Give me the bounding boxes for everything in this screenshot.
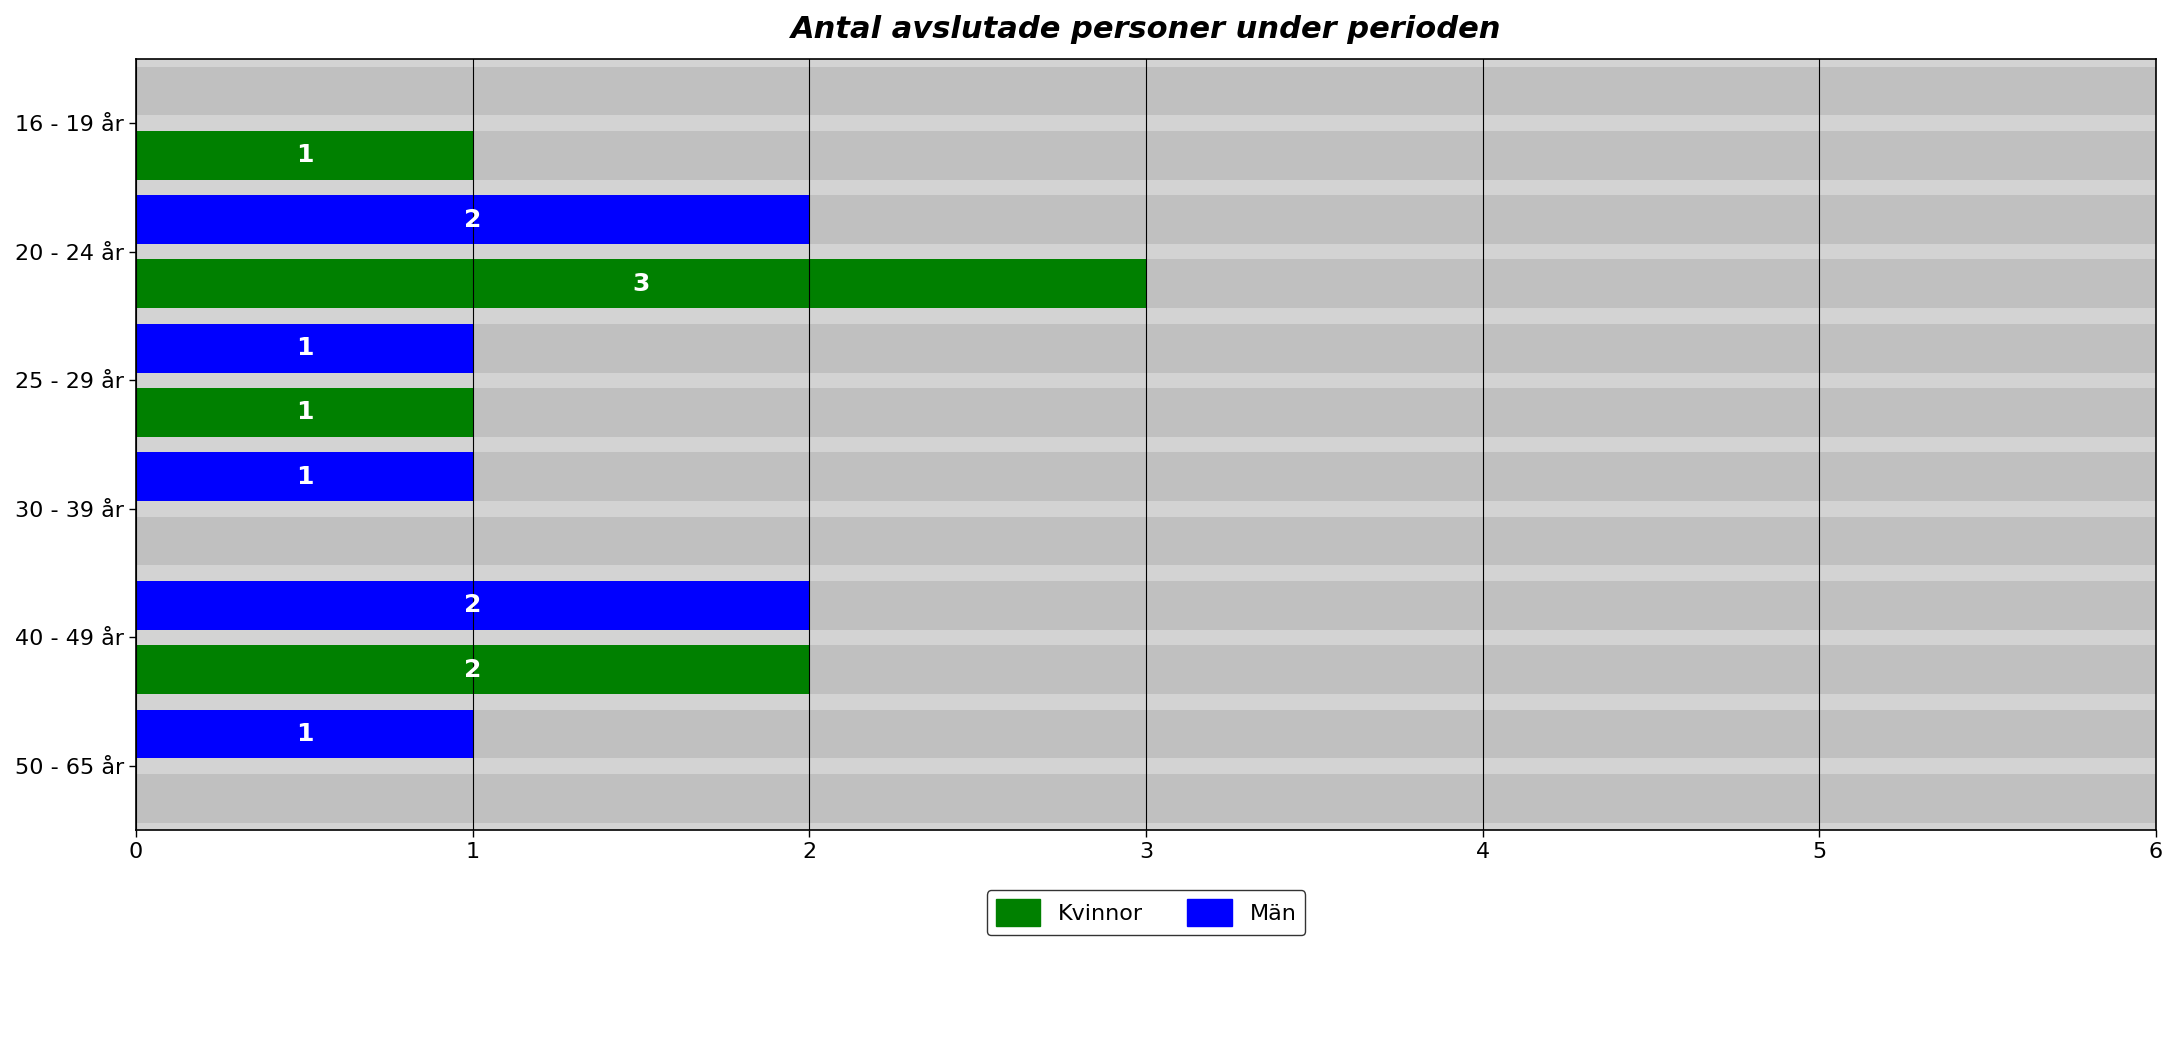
Bar	[135, 709, 473, 758]
Bar	[135, 131, 473, 179]
Legend: Kvinnor, Män: Kvinnor, Män	[987, 890, 1305, 935]
Bar	[135, 324, 473, 372]
Bar	[135, 581, 810, 629]
Bar	[135, 195, 810, 244]
Bar	[135, 388, 473, 437]
Bar	[135, 66, 2156, 115]
Bar	[135, 774, 2156, 822]
Bar	[135, 516, 2156, 565]
Title: Antal avslutade personer under perioden: Antal avslutade personer under perioden	[791, 15, 1501, 44]
Text: 1: 1	[296, 400, 314, 424]
Text: 1: 1	[296, 336, 314, 360]
Bar	[135, 388, 2156, 437]
Bar	[135, 709, 2156, 758]
Bar	[135, 259, 1146, 308]
Text: 1: 1	[296, 722, 314, 746]
Text: 2: 2	[464, 593, 481, 617]
Bar	[135, 324, 2156, 372]
Text: 2: 2	[464, 207, 481, 231]
Bar	[135, 452, 473, 501]
Text: 1: 1	[296, 143, 314, 167]
Bar	[135, 195, 2156, 244]
Text: 2: 2	[464, 657, 481, 681]
Text: 3: 3	[632, 272, 649, 296]
Bar	[135, 645, 2156, 694]
Text: 1: 1	[296, 465, 314, 488]
Bar	[135, 581, 2156, 629]
Bar	[135, 259, 2156, 308]
Bar	[135, 131, 2156, 179]
Bar	[135, 645, 810, 694]
Bar	[135, 452, 2156, 501]
